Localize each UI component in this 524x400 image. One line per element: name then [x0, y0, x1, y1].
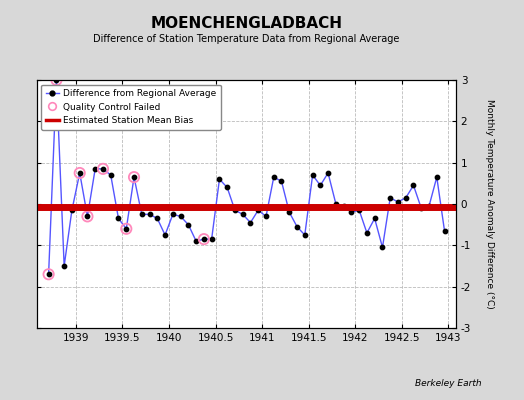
- Point: [340, 203, 348, 209]
- Point: [401, 195, 410, 201]
- Point: [370, 215, 379, 222]
- Text: MOENCHENGLADBACH: MOENCHENGLADBACH: [150, 16, 342, 31]
- Point: [106, 172, 115, 178]
- Point: [386, 195, 395, 201]
- Point: [99, 166, 107, 172]
- Point: [83, 213, 92, 220]
- Point: [301, 232, 309, 238]
- Point: [114, 215, 123, 222]
- Point: [355, 207, 363, 214]
- Point: [417, 205, 425, 211]
- Point: [223, 184, 232, 191]
- Point: [130, 174, 138, 180]
- Point: [83, 213, 92, 220]
- Point: [394, 199, 402, 205]
- Text: Difference of Station Temperature Data from Regional Average: Difference of Station Temperature Data f…: [93, 34, 399, 44]
- Point: [68, 207, 76, 214]
- Point: [238, 211, 247, 218]
- Point: [184, 222, 192, 228]
- Point: [293, 224, 301, 230]
- Point: [269, 174, 278, 180]
- Point: [231, 207, 239, 214]
- Point: [122, 226, 130, 232]
- Point: [145, 211, 154, 218]
- Point: [192, 238, 200, 244]
- Point: [433, 174, 441, 180]
- Point: [200, 236, 208, 242]
- Y-axis label: Monthly Temperature Anomaly Difference (°C): Monthly Temperature Anomaly Difference (…: [485, 99, 494, 309]
- Point: [324, 170, 332, 176]
- Point: [45, 271, 53, 278]
- Point: [91, 166, 100, 172]
- Point: [52, 77, 61, 83]
- Point: [440, 228, 449, 234]
- Point: [75, 170, 84, 176]
- Point: [177, 213, 185, 220]
- Point: [409, 182, 418, 189]
- Point: [262, 213, 270, 220]
- Point: [138, 211, 146, 218]
- Point: [425, 203, 433, 209]
- Point: [285, 209, 293, 216]
- Point: [122, 226, 130, 232]
- Point: [130, 174, 138, 180]
- Point: [347, 209, 356, 216]
- Point: [45, 271, 53, 278]
- Point: [75, 170, 84, 176]
- Point: [363, 230, 371, 236]
- Point: [378, 244, 387, 250]
- Point: [52, 77, 61, 83]
- Point: [309, 172, 317, 178]
- Point: [246, 219, 255, 226]
- Point: [99, 166, 107, 172]
- Point: [254, 207, 263, 214]
- Point: [277, 178, 286, 184]
- Point: [60, 263, 68, 269]
- Point: [332, 201, 340, 207]
- Point: [169, 211, 177, 218]
- Point: [316, 182, 324, 189]
- Point: [153, 215, 161, 222]
- Point: [215, 176, 224, 182]
- Point: [208, 236, 216, 242]
- Point: [161, 232, 169, 238]
- Point: [200, 236, 208, 242]
- Text: Berkeley Earth: Berkeley Earth: [416, 379, 482, 388]
